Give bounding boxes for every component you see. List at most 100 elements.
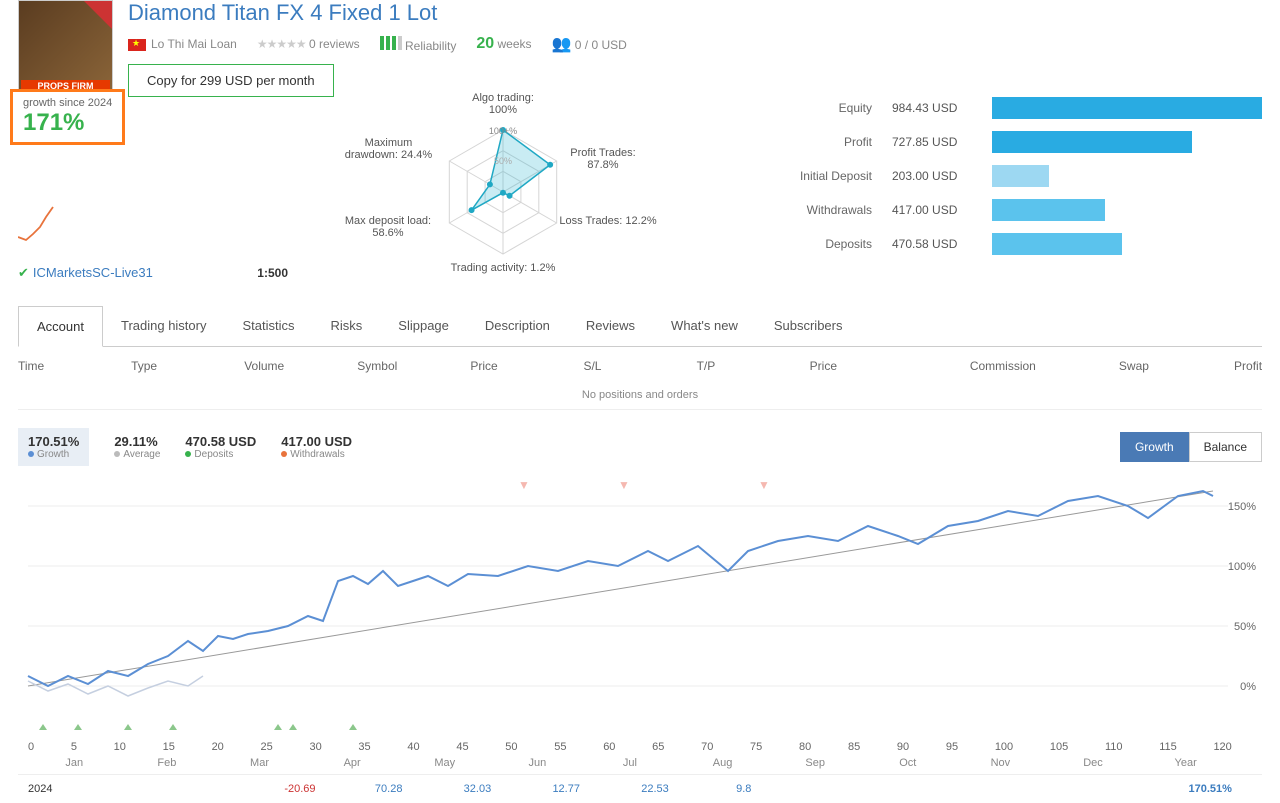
stat-row: Equity984.43 USD <box>782 97 1262 119</box>
x-tick: 65 <box>652 741 664 753</box>
column-header[interactable]: Profit <box>1149 359 1262 373</box>
broker-link[interactable]: ✔ICMarketsSC-Live31 <box>18 265 153 281</box>
month-label: Jul <box>584 757 677 769</box>
chart-marker-icon: ▼ <box>618 478 630 492</box>
month-value: -20.69 <box>256 783 345 795</box>
month-label: Mar <box>213 757 306 769</box>
toggle-growth[interactable]: Growth <box>1120 432 1189 462</box>
year-label: 2024 <box>28 783 78 795</box>
column-header[interactable]: Price <box>810 359 923 373</box>
growth-highlight-box: growth since 2024 171% <box>10 89 125 145</box>
reliability-indicator: Reliability <box>380 36 457 53</box>
growth-chart[interactable]: 150%100%50%0% ▼▼▼ <box>18 476 1262 736</box>
tab-description[interactable]: Description <box>467 306 568 346</box>
month-label: Jun <box>491 757 584 769</box>
stat-bar <box>992 131 1192 153</box>
tab-reviews[interactable]: Reviews <box>568 306 653 346</box>
legend-item[interactable]: 170.51%Growth <box>18 428 89 466</box>
svg-text:50%: 50% <box>1234 621 1256 633</box>
month-label: Year <box>1139 757 1232 769</box>
copy-signal-button[interactable]: Copy for 299 USD per month <box>128 64 334 97</box>
month-value <box>1054 783 1143 795</box>
year-total: 170.51% <box>1143 783 1232 795</box>
month-value: 32.03 <box>433 783 522 795</box>
x-tick: 50 <box>505 741 517 753</box>
stat-value: 470.58 USD <box>892 237 992 251</box>
stat-bar <box>992 165 1049 187</box>
stat-value: 417.00 USD <box>892 203 992 217</box>
month-value: 22.53 <box>611 783 700 795</box>
tab-statistics[interactable]: Statistics <box>224 306 312 346</box>
month-value <box>966 783 1055 795</box>
stat-value: 727.85 USD <box>892 135 992 149</box>
column-header[interactable]: T/P <box>697 359 810 373</box>
tab-subscribers[interactable]: Subscribers <box>756 306 861 346</box>
column-header[interactable]: S/L <box>583 359 696 373</box>
svg-text:100+%: 100+% <box>489 126 517 136</box>
x-tick: 15 <box>163 741 175 753</box>
month-value: 9.8 <box>699 783 788 795</box>
shield-icon: ✔ <box>18 265 29 280</box>
month-value: 12.77 <box>522 783 611 795</box>
tab-slippage[interactable]: Slippage <box>380 306 467 346</box>
flag-vn-icon <box>128 39 146 51</box>
reviews-link[interactable]: ★★★★★ 0 reviews <box>257 37 360 51</box>
tab-risks[interactable]: Risks <box>313 306 381 346</box>
tabs-bar: AccountTrading historyStatisticsRisksSli… <box>18 306 1262 347</box>
toggle-balance[interactable]: Balance <box>1189 432 1262 462</box>
radar-axis-label: Loss Trades: 12.2% <box>558 215 658 227</box>
x-tick: 0 <box>28 741 34 753</box>
month-label: Aug <box>676 757 769 769</box>
column-header[interactable]: Symbol <box>357 359 470 373</box>
weeks-count: 20 weeks <box>476 35 531 53</box>
legend-item[interactable]: 29.11%Average <box>114 434 160 460</box>
tab-what-s-new[interactable]: What's new <box>653 306 756 346</box>
legend-item[interactable]: 417.00 USDWithdrawals <box>281 434 352 460</box>
svg-text:50%: 50% <box>494 156 512 166</box>
people-icon: 👥 <box>552 36 572 53</box>
column-header[interactable]: Type <box>131 359 244 373</box>
chart-month-axis: JanFebMarAprMayJunJulAugSepOctNovDecYear <box>18 755 1262 774</box>
radar-axis-label: Profit Trades: 87.8% <box>558 147 648 171</box>
column-header[interactable]: Price <box>470 359 583 373</box>
stat-bar <box>992 97 1262 119</box>
tab-trading-history[interactable]: Trading history <box>103 306 225 346</box>
month-value: 70.28 <box>344 783 433 795</box>
x-tick: 95 <box>946 741 958 753</box>
month-value <box>877 783 966 795</box>
month-value <box>788 783 877 795</box>
positions-table-header: TimeTypeVolumeSymbolPriceS/LT/PPriceComm… <box>18 347 1262 381</box>
stat-bar <box>992 199 1105 221</box>
subscribers-count: 👥 0 / 0 USD <box>552 34 627 54</box>
radar-chart: 100+%50% Algo trading: 100%Profit Trades… <box>333 97 673 277</box>
month-value <box>167 783 256 795</box>
radar-axis-label: Maximum drawdown: 24.4% <box>341 137 436 161</box>
empty-positions-msg: No positions and orders <box>18 381 1262 410</box>
radar-axis-label: Algo trading: 100% <box>458 92 548 116</box>
x-tick: 30 <box>309 741 321 753</box>
column-header[interactable]: Volume <box>244 359 357 373</box>
month-label: Jan <box>28 757 121 769</box>
author-name[interactable]: Lo Thi Mai Loan <box>128 37 237 51</box>
x-tick: 85 <box>848 741 860 753</box>
x-tick: 80 <box>799 741 811 753</box>
x-tick: 110 <box>1105 741 1123 753</box>
month-label: May <box>398 757 491 769</box>
tab-account[interactable]: Account <box>18 306 103 347</box>
growth-value: 171% <box>23 109 112 137</box>
stat-label: Withdrawals <box>782 203 892 217</box>
month-label: Nov <box>954 757 1047 769</box>
month-label: Apr <box>306 757 399 769</box>
column-header[interactable]: Time <box>18 359 131 373</box>
signal-avatar <box>18 0 113 95</box>
x-tick: 55 <box>554 741 566 753</box>
month-label: Oct <box>861 757 954 769</box>
x-tick: 70 <box>701 741 713 753</box>
x-tick: 100 <box>995 741 1013 753</box>
column-header[interactable]: Commission <box>923 359 1036 373</box>
month-value <box>78 783 167 795</box>
legend-item[interactable]: 470.58 USDDeposits <box>185 434 256 460</box>
x-tick: 25 <box>261 741 273 753</box>
column-header[interactable]: Swap <box>1036 359 1149 373</box>
signal-title[interactable]: Diamond Titan FX 4 Fixed 1 Lot <box>128 0 1262 26</box>
